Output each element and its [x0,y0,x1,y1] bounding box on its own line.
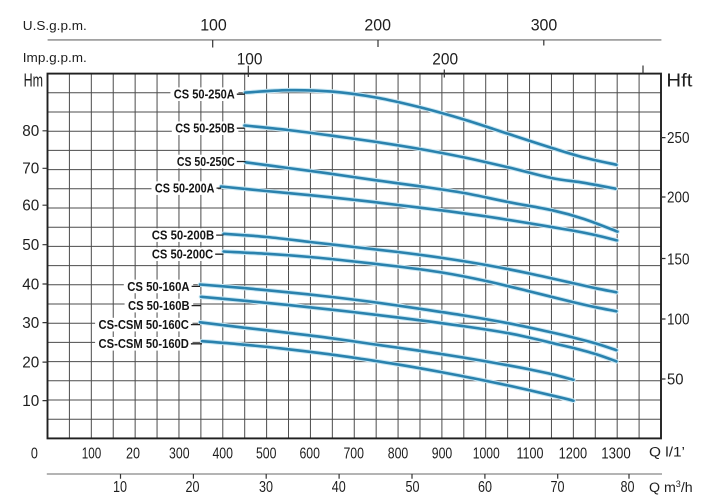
svg-text:Q l/1’: Q l/1’ [649,445,685,461]
svg-text:200: 200 [432,50,458,68]
svg-text:800: 800 [388,445,409,462]
svg-text:100: 100 [82,445,102,462]
svg-text:20: 20 [186,479,200,496]
svg-text:500: 500 [256,445,277,462]
svg-text:Hft: Hft [666,70,692,90]
svg-text:CS 50-250B: CS 50-250B [175,122,235,136]
svg-text:1100: 1100 [517,445,544,462]
svg-text:30: 30 [22,315,39,332]
svg-text:CS-CSM 50-160C: CS-CSM 50-160C [99,318,189,332]
svg-text:60: 60 [22,198,39,215]
svg-text:80: 80 [22,123,39,140]
svg-text:900: 900 [432,445,453,462]
svg-text:20: 20 [22,355,39,372]
svg-text:U.S.g.p.m.: U.S.g.p.m. [23,18,87,33]
svg-text:100: 100 [200,16,227,35]
svg-text:100: 100 [237,50,263,68]
svg-text:0: 0 [31,445,38,462]
svg-text:400: 400 [212,445,233,462]
svg-text:70: 70 [551,479,565,496]
svg-text:CS 50-160A: CS 50-160A [127,280,189,294]
svg-text:CS 50-200C: CS 50-200C [152,248,213,262]
svg-text:300: 300 [169,445,190,462]
svg-text:40: 40 [332,479,346,496]
svg-text:1300: 1300 [601,445,631,462]
svg-text:30: 30 [259,479,273,496]
svg-text:10: 10 [113,479,127,496]
svg-text:1000: 1000 [473,445,500,462]
svg-text:60: 60 [478,479,492,496]
svg-text:CS 50-250C: CS 50-250C [177,155,235,169]
svg-text:Imp.g.p.m.: Imp.g.p.m. [23,50,87,65]
svg-text:250: 250 [667,130,690,147]
svg-text:Hm: Hm [24,70,43,90]
svg-text:10: 10 [22,393,39,410]
svg-text:50: 50 [667,371,684,388]
svg-text:600: 600 [299,445,320,462]
svg-text:80: 80 [621,479,635,496]
svg-text:CS 50-200B: CS 50-200B [152,229,215,243]
svg-text:700: 700 [343,445,364,462]
svg-text:1200: 1200 [559,445,588,462]
svg-text:50: 50 [406,479,420,496]
svg-text:200: 200 [667,189,690,206]
svg-text:CS 50-160B: CS 50-160B [128,299,190,313]
svg-text:40: 40 [22,276,39,293]
svg-text:70: 70 [22,161,39,178]
svg-text:100: 100 [667,312,690,329]
svg-text:CS 50-250A: CS 50-250A [174,88,235,102]
svg-text:CS 50-200A: CS 50-200A [155,182,215,196]
svg-text:50: 50 [22,237,39,254]
svg-text:150: 150 [667,251,690,268]
svg-text:20: 20 [126,445,140,462]
svg-text:200: 200 [364,16,391,35]
svg-text:CS-CSM 50-160D: CS-CSM 50-160D [99,337,189,351]
svg-text:Q m3/h: Q m3/h [649,479,693,496]
svg-text:300: 300 [531,16,558,35]
